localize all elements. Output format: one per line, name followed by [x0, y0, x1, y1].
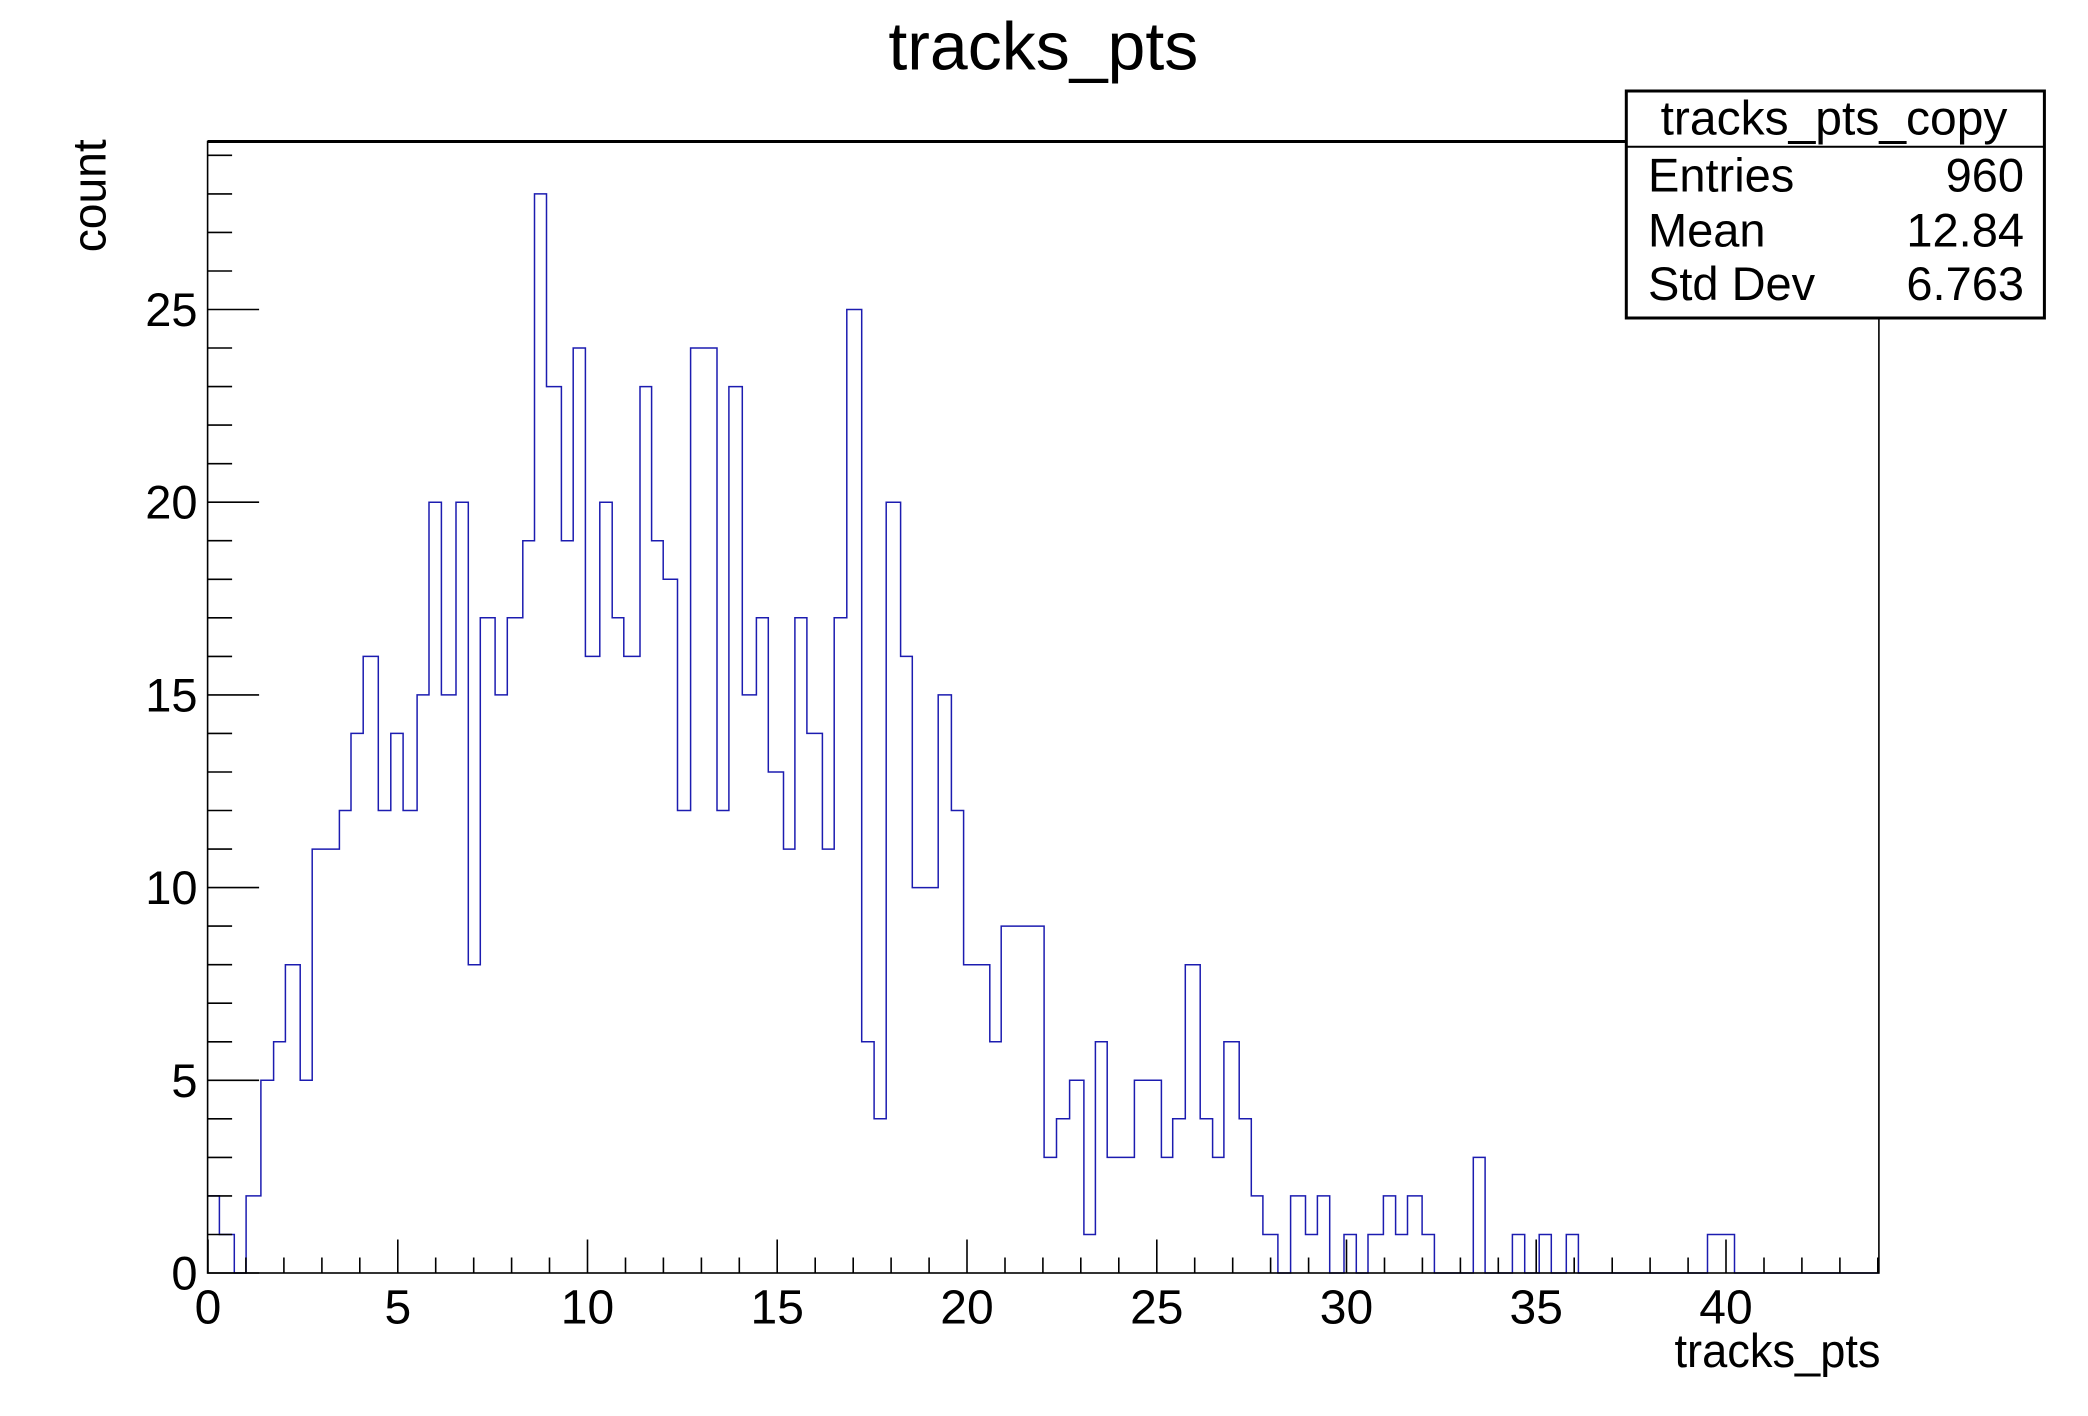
svg-text:960: 960 [1946, 149, 2024, 202]
svg-text:tracks_pts_copy: tracks_pts_copy [1661, 93, 2008, 146]
svg-text:Std Dev: Std Dev [1648, 257, 1816, 310]
svg-text:tracks_pts: tracks_pts [1675, 1324, 1881, 1377]
svg-text:10: 10 [145, 861, 197, 914]
svg-text:count: count [63, 139, 116, 252]
svg-text:30: 30 [1320, 1282, 1373, 1335]
svg-text:Entries: Entries [1648, 149, 1794, 202]
svg-text:20: 20 [940, 1282, 993, 1335]
svg-text:Mean: Mean [1648, 204, 1766, 257]
svg-text:5: 5 [384, 1282, 411, 1335]
svg-text:40: 40 [1699, 1282, 1752, 1335]
svg-text:0: 0 [195, 1282, 222, 1335]
svg-text:15: 15 [145, 668, 197, 721]
svg-text:10: 10 [561, 1282, 614, 1335]
svg-text:6.763: 6.763 [1906, 257, 2024, 310]
svg-text:12.84: 12.84 [1906, 204, 2024, 257]
svg-text:20: 20 [145, 476, 197, 529]
svg-text:25: 25 [145, 283, 197, 336]
svg-text:15: 15 [751, 1282, 804, 1335]
svg-text:5: 5 [171, 1054, 197, 1107]
svg-text:0: 0 [171, 1247, 197, 1300]
svg-text:35: 35 [1510, 1282, 1563, 1335]
svg-text:25: 25 [1130, 1282, 1183, 1335]
svg-text:tracks_pts: tracks_pts [888, 9, 1198, 85]
